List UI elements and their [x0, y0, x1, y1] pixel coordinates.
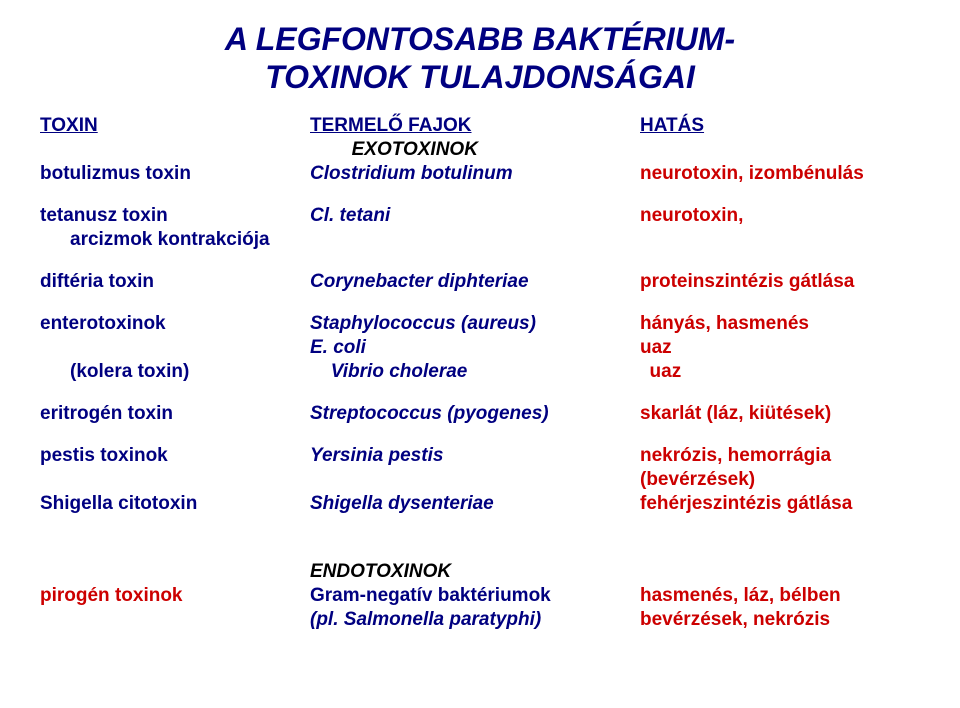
header-fajok: TERMELŐ FAJOK [310, 115, 640, 137]
table-row: arcizmok kontrakciója [40, 229, 920, 251]
toxin-name: pestis toxinok [40, 445, 310, 467]
table-row: botulizmus toxin Clostridium botulinum n… [40, 163, 920, 185]
effect: (bevérzések) [640, 469, 920, 491]
header-fajok-text: TERMELŐ FAJOK [310, 115, 472, 136]
species: Cl. tetani [310, 205, 640, 227]
table-row: pestis toxinok Yersinia pestis nekrózis,… [40, 445, 920, 467]
table-row: (pl. Salmonella paratyphi) bevérzések, n… [40, 609, 920, 631]
species: E. coli [310, 337, 640, 359]
exotoxin-label: EXOTOXINOK [292, 139, 660, 161]
effect: uaz [650, 361, 920, 383]
effect: proteinszintézis gátlása [640, 271, 920, 293]
effect: uaz [640, 337, 920, 359]
effect: fehérjeszintézis gátlása [640, 493, 920, 515]
header-hatas: HATÁS [640, 115, 920, 137]
species: Yersinia pestis [310, 445, 640, 467]
table-row: (bevérzések) [40, 469, 920, 491]
effect: neurotoxin, [640, 205, 920, 227]
table-row: Shigella citotoxin Shigella dysenteriae … [40, 493, 920, 515]
endotoxin-label-row: ENDOTOXINOK [40, 561, 920, 583]
effect: hányás, hasmenés [640, 313, 920, 335]
species: Clostridium botulinum [310, 163, 640, 185]
table-row: E. coli uaz [40, 337, 920, 359]
endotoxin-label: ENDOTOXINOK [310, 561, 640, 583]
species: Shigella dysenteriae [310, 493, 640, 515]
table-row: enterotoxinok Staphylococcus (aureus) há… [40, 313, 920, 335]
table-header-row: TOXIN TERMELŐ FAJOK HATÁS [40, 115, 920, 137]
table-row: diftéria toxin Corynebacter diphteriae p… [40, 271, 920, 293]
toxin-sub: (kolera toxin) [40, 361, 331, 383]
exotoxin-label-row: EXOTOXINOK [40, 139, 920, 161]
title-line-2: TOXINOK TULAJDONSÁGAI [265, 59, 695, 95]
table-row: pirogén toxinok Gram-negatív baktériumok… [40, 585, 920, 607]
effect: bevérzések, nekrózis [640, 609, 920, 631]
toxin-name: eritrogén toxin [40, 403, 310, 425]
species: (pl. Salmonella paratyphi) [310, 609, 640, 631]
species: Staphylococcus (aureus) [310, 313, 640, 335]
effect: nekrózis, hemorrágia [640, 445, 920, 467]
species: Streptococcus (pyogenes) [310, 403, 640, 425]
page-title: A LEGFONTOSABB BAKTÉRIUM- TOXINOK TULAJD… [40, 20, 920, 97]
effect: skarlát (láz, kiütések) [640, 403, 920, 425]
toxin-name: Shigella citotoxin [40, 493, 310, 515]
toxin-sub: arcizmok kontrakciója [40, 229, 331, 251]
toxin-name: botulizmus toxin [40, 163, 310, 185]
species: Corynebacter diphteriae [310, 271, 640, 293]
species: Gram-negatív baktériumok [310, 585, 640, 607]
title-line-1: A LEGFONTOSABB BAKTÉRIUM- [225, 21, 735, 57]
table-row: eritrogén toxin Streptococcus (pyogenes)… [40, 403, 920, 425]
table-row: tetanusz toxin Cl. tetani neurotoxin, [40, 205, 920, 227]
toxin-name: pirogén toxinok [40, 585, 310, 607]
toxin-name: diftéria toxin [40, 271, 310, 293]
toxin-name: tetanusz toxin [40, 205, 310, 227]
table-row: (kolera toxin) Vibrio cholerae uaz [40, 361, 920, 383]
species: Vibrio cholerae [331, 361, 650, 383]
toxin-name: enterotoxinok [40, 313, 310, 335]
header-toxin: TOXIN [40, 115, 310, 137]
effect: hasmenés, láz, bélben [640, 585, 920, 607]
effect: neurotoxin, izombénulás [640, 163, 920, 185]
